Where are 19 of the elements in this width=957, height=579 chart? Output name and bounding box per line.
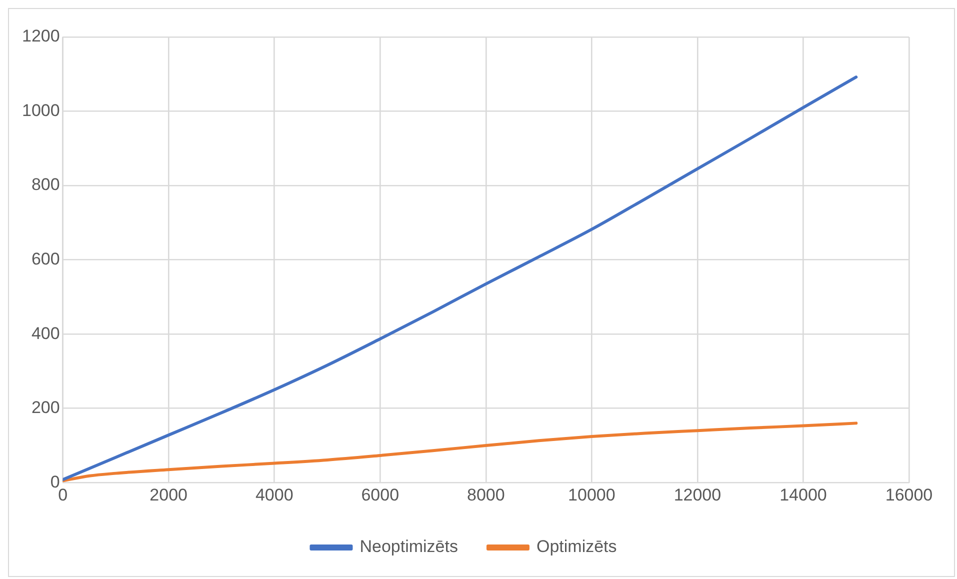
line-series (62, 422, 858, 482)
x-tick-label: 16000 (885, 485, 933, 504)
x-tick-label: 12000 (674, 485, 722, 504)
y-tick-label: 800 (31, 175, 60, 194)
y-tick-label: 200 (31, 398, 60, 418)
legend-label: Neoptimizēts (360, 537, 458, 556)
x-tick-label: 2000 (150, 485, 188, 504)
y-tick-label: 0 (50, 472, 60, 492)
y-tick-label: 1000 (22, 100, 60, 120)
line-series (62, 76, 858, 482)
x-tick-label: 4000 (255, 485, 294, 504)
x-tick-label: 6000 (361, 485, 400, 504)
x-tick-label: 8000 (466, 485, 505, 504)
legend-label: Optimizēts (536, 537, 617, 556)
x-tick-label: 10000 (568, 485, 616, 504)
y-tick-label: 600 (31, 249, 60, 268)
x-tick-label: 14000 (780, 485, 827, 504)
y-tick-label: 400 (31, 324, 60, 343)
y-tick-label: 1200 (22, 26, 60, 46)
